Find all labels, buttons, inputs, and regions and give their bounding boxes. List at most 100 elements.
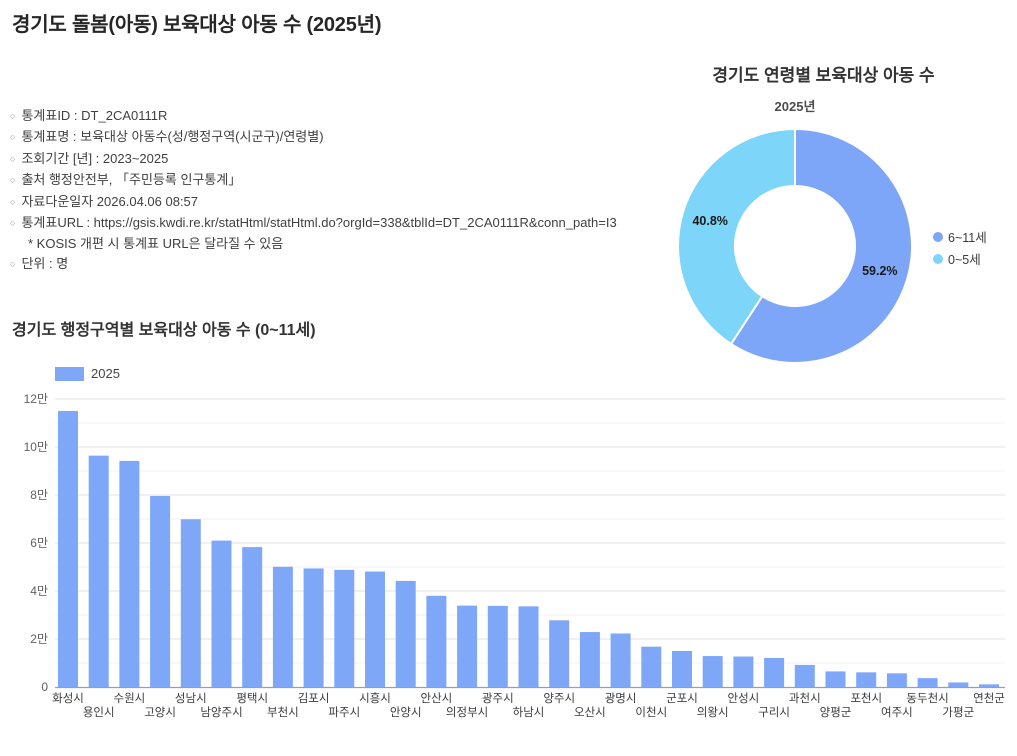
x-axis-category-label: 안양시 (390, 706, 422, 719)
x-axis-category-label: 용인시 (83, 706, 115, 719)
y-axis-tick-label: 12만 (24, 392, 48, 406)
x-axis-category-label: 구리시 (758, 706, 790, 719)
y-axis-tick-label: 2만 (30, 632, 48, 646)
y-axis-tick-label: 0 (41, 680, 48, 694)
legend-item-label: 0~5세 (948, 253, 981, 267)
bar-안성시[interactable] (733, 656, 754, 687)
bar-하남시[interactable] (518, 606, 539, 687)
x-axis-category-label: 가평군 (942, 706, 974, 719)
age-donut-chart[interactable]: 59.2% 40.8% (630, 55, 1017, 385)
bar-오산시[interactable] (579, 632, 600, 687)
bar-동두천시[interactable] (917, 678, 938, 687)
x-axis-category-label: 안산시 (421, 692, 453, 705)
x-axis-category-label: 과천시 (789, 691, 821, 705)
bullet-icon: ○ (10, 218, 16, 229)
metadata-text: 출처 행정안전부, 「주민등록 인구통계」 (21, 172, 242, 188)
metadata-item: ○ 출처 행정안전부, 「주민등록 인구통계」 (10, 170, 617, 191)
bar-이천시[interactable] (641, 646, 662, 687)
bar-남양주시[interactable] (211, 540, 232, 687)
legend-dot-icon (933, 231, 943, 242)
donut-slice-6~11세[interactable] (730, 128, 913, 364)
bar-chart-legend: 2025 (55, 366, 120, 381)
y-axis-tick-label: 10만 (24, 440, 48, 454)
bar-안산시[interactable] (426, 595, 447, 687)
metadata-text: 통계표ID : DT_2CA0111R (21, 108, 168, 123)
x-axis-category-label: 성남시 (175, 692, 207, 705)
y-axis-tick-label: 6만 (30, 536, 48, 550)
donut-chart-title: 경기도 연령별 보육대상 아동 수 (712, 66, 935, 85)
legend-label-2025: 2025 (91, 366, 120, 381)
bar-화성시[interactable] (58, 411, 78, 687)
bar-연천군[interactable] (979, 684, 999, 687)
metadata-item: ○ 통계표URL : https://gsis.kwdi.re.kr/statHt… (10, 213, 617, 254)
x-axis-category-label: 광명시 (605, 692, 637, 705)
bar-안양시[interactable] (395, 580, 416, 687)
x-axis-category-label: 남양주시 (200, 706, 242, 719)
bullet-icon: ○ (10, 175, 16, 186)
donut-legend: 6~11세 0~5세 (933, 227, 987, 268)
bar-여주시[interactable] (886, 673, 907, 687)
x-axis-category-label: 포천시 (850, 691, 882, 705)
bullet-icon: ○ (10, 258, 16, 269)
region-bar-chart[interactable]: 0 2만 4만 6만 8만 10만 12만화성시용인시수원시고양시성남시남양주시평택시부천시… (0, 388, 1017, 756)
bar-의정부시[interactable] (457, 605, 478, 687)
y-axis-tick-label: 4만 (30, 584, 48, 598)
bullet-icon: ○ (10, 132, 16, 143)
bar-부천시[interactable] (272, 566, 293, 687)
x-axis-category-label: 안성시 (728, 692, 760, 705)
x-axis-category-label: 광주시 (482, 692, 514, 705)
metadata-item: ○ 조회기간 [년] : 2023~2025 (10, 149, 617, 170)
x-axis-category-label: 시흥시 (359, 691, 391, 705)
metadata-item: ○ 자료다운일자 2026.04.06 08:57 (10, 192, 617, 213)
bar-성남시[interactable] (180, 519, 201, 687)
x-axis-category-label: 양평군 (820, 706, 852, 719)
bar-파주시[interactable] (334, 569, 355, 687)
metadata-item: ○ 통계표ID : DT_2CA0111R (10, 106, 617, 127)
bar-광명시[interactable] (610, 633, 631, 687)
legend-swatch-2025 (55, 366, 84, 381)
metadata-text: 통계표URL : https://gsis.kwdi.re.kr/statHtm… (21, 215, 617, 231)
x-axis-category-label: 양주시 (543, 692, 575, 705)
donut-chart-subtitle: 2025년 (774, 99, 816, 114)
bar-과천시[interactable] (794, 664, 815, 687)
x-axis-category-label: 연천군 (973, 691, 1005, 705)
bar-군포시[interactable] (672, 651, 692, 687)
bar-김포시[interactable] (303, 568, 324, 687)
x-axis-category-label: 부천시 (267, 705, 299, 719)
page-title: 경기도 돌봄(아동) 보육대상 아동 수 (2025년) (12, 14, 382, 36)
bar-용인시[interactable] (88, 455, 109, 687)
donut-slice-0~5세[interactable] (677, 128, 796, 345)
age-donut-chart-section: 59.2% 40.8% 경기도 연령별 보육대상 아동 수 2025년 6~11세… (630, 55, 1017, 385)
x-axis-category-label: 오산시 (574, 706, 606, 719)
legend-item-0~5세[interactable]: 0~5세 (933, 249, 987, 268)
bar-가평군[interactable] (948, 682, 969, 687)
x-axis-category-label: 동두천시 (906, 691, 948, 705)
x-axis-category-label: 고양시 (144, 706, 176, 719)
metadata-list: ○ 통계표ID : DT_2CA0111R ○ 통계표명 : 보육대상 아동수(성/… (10, 106, 617, 275)
bar-양평군[interactable] (825, 671, 846, 687)
metadata-text: 통계표명 : 보육대상 아동수(성/행정구역(시군구)/연령별) (21, 129, 324, 145)
bullet-icon: ○ (10, 111, 16, 121)
bar-평택시[interactable] (242, 547, 263, 687)
bar-고양시[interactable] (150, 495, 171, 687)
bar-광주시[interactable] (487, 605, 508, 687)
bar-수원시[interactable] (119, 460, 140, 687)
x-axis-category-label: 평택시 (236, 692, 268, 705)
x-axis-category-label: 여주시 (881, 706, 913, 719)
bar-구리시[interactable] (764, 657, 785, 687)
legend-item-6~11세[interactable]: 6~11세 (933, 227, 987, 246)
bar-의왕시[interactable] (702, 656, 723, 687)
legend-dot-icon (933, 253, 943, 264)
metadata-note: * KOSIS 개편 시 통계표 URL은 달라질 수 있음 (28, 236, 284, 252)
bar-chart-title: 경기도 행정구역별 보육대상 아동 수 (0~11세) (12, 322, 316, 339)
x-axis-category-label: 수원시 (114, 691, 146, 705)
legend-item-label: 6~11세 (948, 231, 987, 245)
bar-양주시[interactable] (549, 620, 570, 687)
x-axis-category-label: 의왕시 (697, 705, 729, 719)
bullet-icon: ○ (10, 196, 16, 207)
y-axis-tick-label: 8만 (30, 488, 48, 502)
metadata-text: 조회기간 [년] : 2023~2025 (21, 150, 169, 166)
bar-포천시[interactable] (856, 672, 877, 687)
bar-시흥시[interactable] (365, 571, 385, 687)
